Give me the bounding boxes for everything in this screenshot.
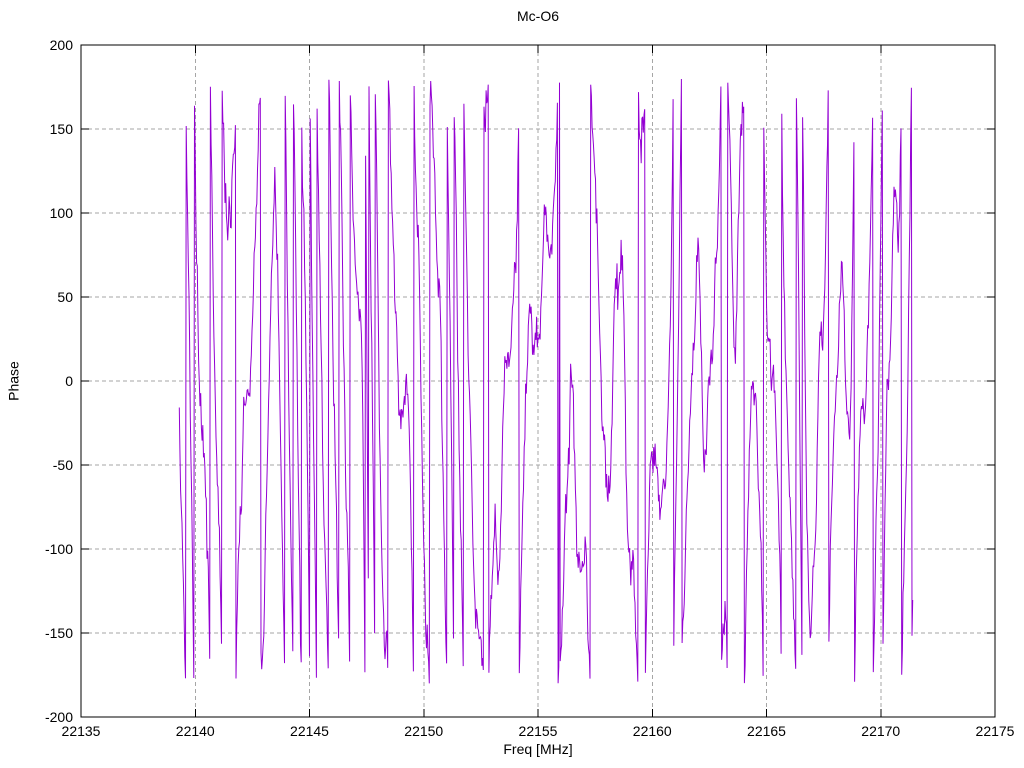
x-tick-label: 22165 xyxy=(747,723,786,739)
y-tick-label: 150 xyxy=(49,121,73,137)
y-tick-label: -100 xyxy=(44,541,73,557)
x-tick-label: 22175 xyxy=(975,723,1015,739)
chart-title: Mc-O6 xyxy=(517,8,559,24)
x-tick-label: 22145 xyxy=(290,723,329,739)
y-tick-label: -150 xyxy=(44,625,73,641)
y-tick-label: 100 xyxy=(49,205,73,221)
x-tick-label: 22160 xyxy=(632,723,672,739)
phase-trace xyxy=(178,78,914,684)
y-tick-label: 0 xyxy=(65,373,73,389)
y-tick-label: 200 xyxy=(49,37,73,53)
x-tick-label: 22140 xyxy=(175,723,215,739)
x-tick-label: 22150 xyxy=(404,723,444,739)
x-tick-label: 22170 xyxy=(861,723,901,739)
y-tick-label: -200 xyxy=(44,709,73,725)
x-axis-label: Freq [MHz] xyxy=(503,741,573,757)
x-tick-label: 22155 xyxy=(518,723,558,739)
y-tick-label: 50 xyxy=(57,289,73,305)
y-tick-label: -50 xyxy=(52,457,73,473)
x-tick-label: 22135 xyxy=(61,723,101,739)
